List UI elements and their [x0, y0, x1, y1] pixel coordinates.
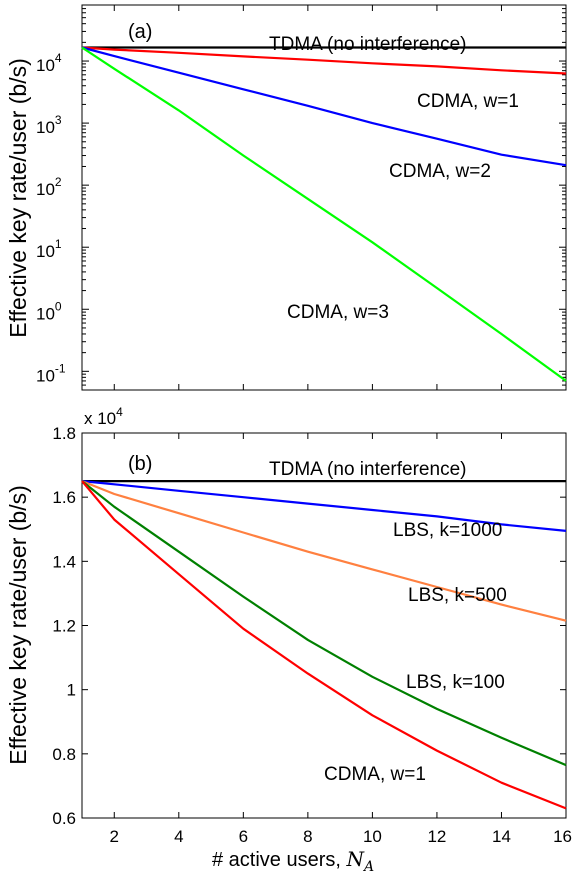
x-tick-label: 10 [363, 827, 382, 846]
panel-b-x-axis-label-var: N [346, 847, 366, 871]
panel-b-label: (b) [128, 453, 152, 475]
y-tick-exp: 4 [55, 51, 62, 65]
panel-b-x-axis-label: # active users, NA [212, 847, 374, 875]
series-line-1 [81, 480, 567, 532]
y-tick-label: 0.8 [52, 745, 76, 764]
panel-b-y-multiplier: x 104 [84, 405, 123, 428]
series-line-3 [81, 46, 567, 382]
panel-a-label: (a) [128, 21, 152, 43]
panel-a-annotation-cdma-w1: CDMA, w=1 [417, 91, 519, 112]
panel-a-series-lines [81, 46, 567, 382]
panel-b-multiplier-exp: 4 [116, 405, 123, 419]
series-line-3 [81, 480, 567, 767]
panel-b-annotation-cdma-w1: CDMA, w=1 [324, 764, 426, 785]
panel-b: x 104 2 4 6 8 10 12 14 16 0.60.811.21.41.61.8 (… [5, 405, 572, 875]
y-tick-label: 1.4 [52, 552, 76, 571]
y-tick-label: 10-1 [36, 361, 66, 385]
y-tick-base: 10 [36, 180, 55, 199]
x-tick-label: 6 [239, 827, 248, 846]
panel-b-series-lines [81, 480, 567, 810]
panel-a-annotation-tdma: TDMA (no interference) [269, 34, 466, 55]
x-tick-label: 16 [553, 827, 572, 846]
panel-b-y-ticks: 0.6 0.8 1 1.2 1.4 1.6 1.8 [52, 424, 566, 828]
y-tick-base: 10 [36, 56, 55, 75]
panel-b-multiplier-base: x 10 [84, 409, 116, 428]
x-tick-label: 4 [174, 827, 183, 846]
y-tick-exp: 0 [55, 299, 62, 313]
y-tick-exp: 1 [55, 237, 62, 251]
panel-b-x-axis-label-text: # active users, [212, 849, 347, 871]
y-tick-label: 1.8 [52, 424, 76, 443]
y-tick-label: 104 [36, 51, 62, 75]
series-line-2 [81, 480, 567, 622]
panel-a-x-ticks [113, 5, 567, 390]
y-tick-label: 102 [36, 175, 62, 199]
panel-a-annotation-cdma-w3: CDMA, w=3 [287, 302, 389, 323]
series-line-2 [81, 46, 567, 167]
y-tick-label: 0.6 [52, 809, 76, 828]
y-tick-label: 1.2 [52, 617, 76, 636]
panel-a-plot-area [81, 4, 567, 391]
y-tick-base: 10 [36, 366, 55, 385]
panel-a-annotation-cdma-w2: CDMA, w=2 [389, 161, 491, 182]
panel-b-annotation-lbs-k500: LBS, k=500 [408, 585, 507, 606]
y-tick-label: 100 [36, 299, 62, 323]
panel-b-plot-area [81, 432, 567, 819]
y-tick-base: 10 [36, 118, 55, 137]
y-tick-exp: 3 [55, 113, 62, 127]
series-line-1 [81, 46, 567, 75]
panel-b-x-axis-label-sub: A [362, 859, 374, 875]
y-tick-label: 103 [36, 113, 62, 137]
panel-b-x-ticks: 2 4 6 8 10 12 14 16 [110, 433, 572, 846]
panel-b-annotation-lbs-k100: LBS, k=100 [406, 672, 505, 693]
y-tick-label: 101 [36, 237, 62, 261]
panel-b-annotation-tdma: TDMA (no interference) [269, 459, 466, 480]
y-tick-exp: 2 [55, 175, 62, 189]
panel-b-y-axis-label: Effective key rate/user (b/s) [5, 485, 31, 765]
x-tick-label: 14 [492, 827, 511, 846]
y-tick-base: 10 [36, 304, 55, 323]
y-tick-label: 1.6 [52, 488, 76, 507]
panel-a-y-axis-label: Effective key rate/user (b/s) [5, 58, 31, 338]
y-tick-exp: -1 [55, 361, 66, 375]
x-tick-label: 12 [427, 827, 446, 846]
y-tick-label: 1 [67, 681, 76, 700]
x-tick-label: 8 [303, 827, 312, 846]
x-tick-label: 2 [110, 827, 119, 846]
series-line-4 [81, 480, 567, 810]
panel-b-annotation-lbs-k1000: LBS, k=1000 [393, 520, 502, 541]
y-tick-base: 10 [36, 242, 55, 261]
